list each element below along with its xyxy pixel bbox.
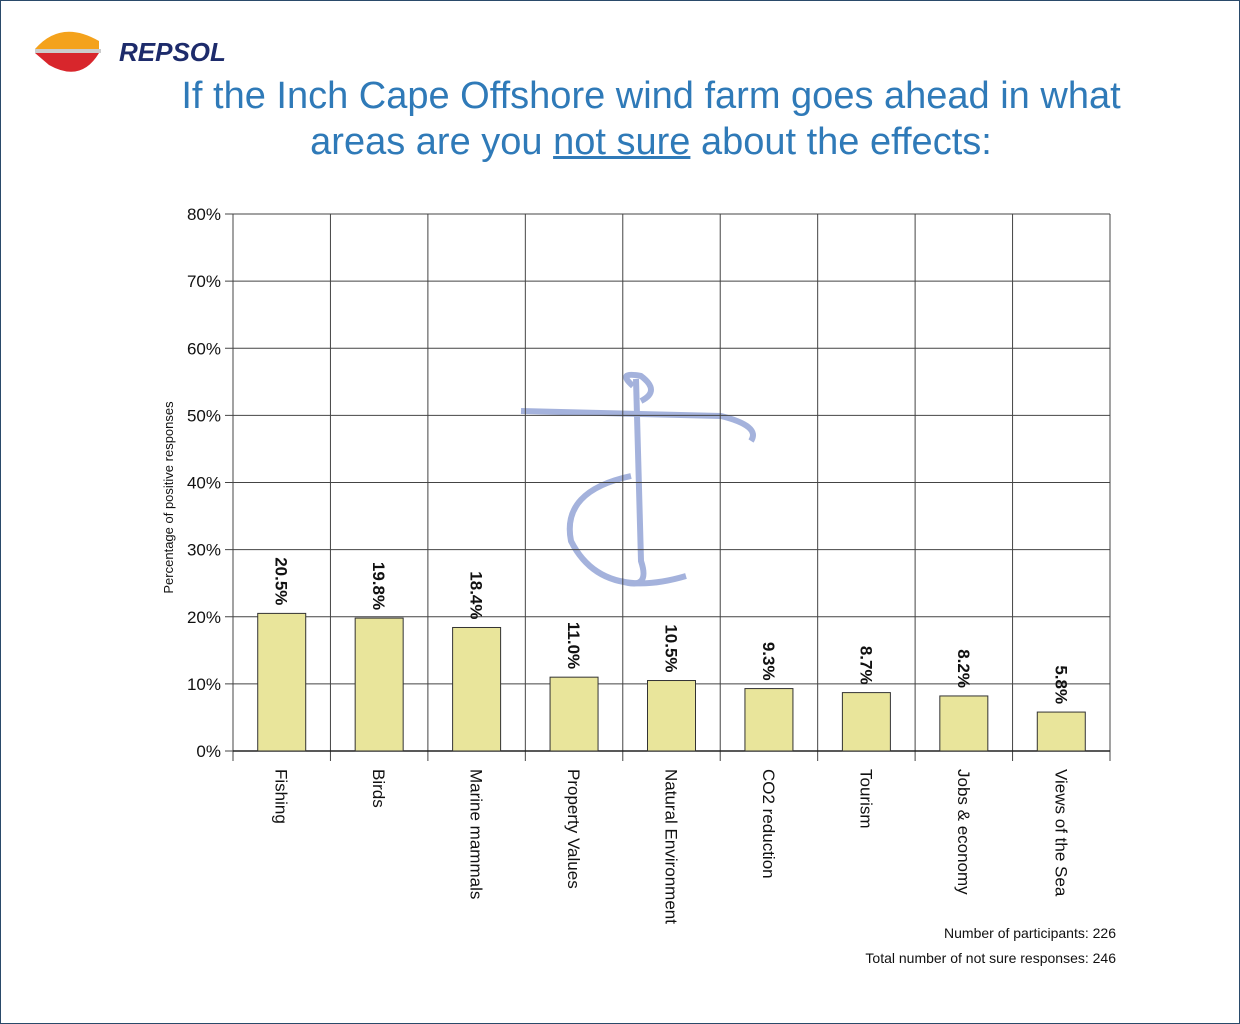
bar — [355, 618, 403, 751]
bar — [1037, 712, 1085, 751]
y-tick-label: 60% — [187, 339, 221, 358]
value-label: 18.4% — [467, 571, 486, 619]
slide: REPSOL 0% 10% 20% 30% 40% 50% 60% 70% 80% Percent… — [0, 0, 1240, 1024]
note: Total number of not sure responses: 246 — [865, 950, 1116, 966]
logo-icon — [35, 32, 101, 72]
bar — [745, 689, 793, 751]
value-label: 8.2% — [954, 649, 973, 688]
x-tick-label: Property Values — [564, 769, 583, 889]
value-label: 9.3% — [759, 642, 778, 681]
value-label: 10.5% — [662, 624, 681, 672]
y-tick-label: 50% — [187, 406, 221, 425]
bar — [648, 681, 696, 751]
title-part: about the effects: — [690, 121, 991, 163]
bar — [550, 677, 598, 751]
watermark — [521, 375, 753, 584]
y-tick-label: 0% — [196, 742, 221, 761]
x-tick-label: Marine mammals — [467, 769, 486, 899]
y-tick-label: 70% — [187, 272, 221, 291]
bar — [842, 693, 890, 751]
value-label: 5.8% — [1051, 665, 1070, 704]
x-tick-label: Jobs & economy — [954, 769, 973, 895]
value-label: 8.7% — [856, 646, 875, 685]
value-label: 19.8% — [369, 562, 388, 610]
chart-title: If the Inch Cape Offshore wind farm goes… — [151, 73, 1151, 165]
x-tick-label: Tourism — [856, 769, 875, 829]
y-tick-label: 10% — [187, 675, 221, 694]
x-tick-label: Natural Environment — [662, 769, 681, 924]
y-tick-label: 30% — [187, 541, 221, 560]
x-tick-label: Fishing — [272, 769, 291, 824]
bar — [940, 696, 988, 751]
bar — [453, 627, 501, 751]
x-tick-label: CO2 reduction — [759, 769, 778, 879]
bar — [258, 613, 306, 751]
x-tick-label: Views of the Sea — [1051, 769, 1070, 897]
y-tick-label: 20% — [187, 608, 221, 627]
title-part: not sure — [553, 121, 690, 163]
y-tick-label: 80% — [187, 205, 221, 224]
value-label: 11.0% — [564, 622, 583, 669]
value-label: 20.5% — [272, 557, 291, 605]
y-tick-label: 40% — [187, 474, 221, 493]
logo-text: REPSOL — [119, 37, 226, 67]
y-axis-label: Percentage of positive responses — [161, 401, 176, 594]
note: Number of participants: 226 — [944, 925, 1116, 941]
x-tick-label: Birds — [369, 769, 388, 808]
